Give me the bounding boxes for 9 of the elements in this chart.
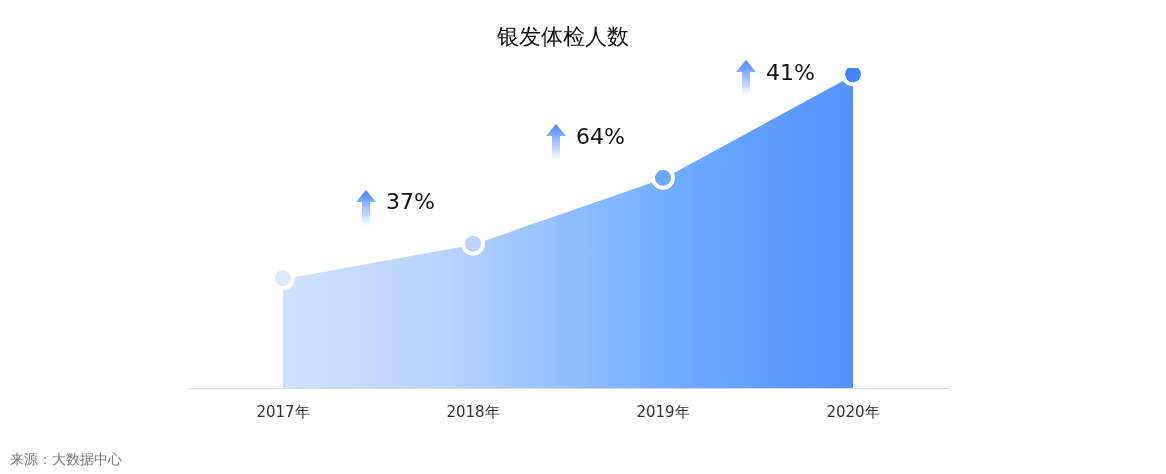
x-tick-label: 2019年 xyxy=(636,402,690,421)
x-tick-label: 2017年 xyxy=(256,402,310,421)
annotation: 41% xyxy=(766,59,815,85)
source-note: 来源：大数据中心 xyxy=(10,450,122,467)
annotation: 64% xyxy=(576,123,625,149)
chart-title: 银发体检人数 xyxy=(496,23,629,49)
x-tick-label: 2018年 xyxy=(446,402,500,421)
annotation: 37% xyxy=(386,189,435,215)
x-tick-label: 2020年 xyxy=(826,402,880,421)
